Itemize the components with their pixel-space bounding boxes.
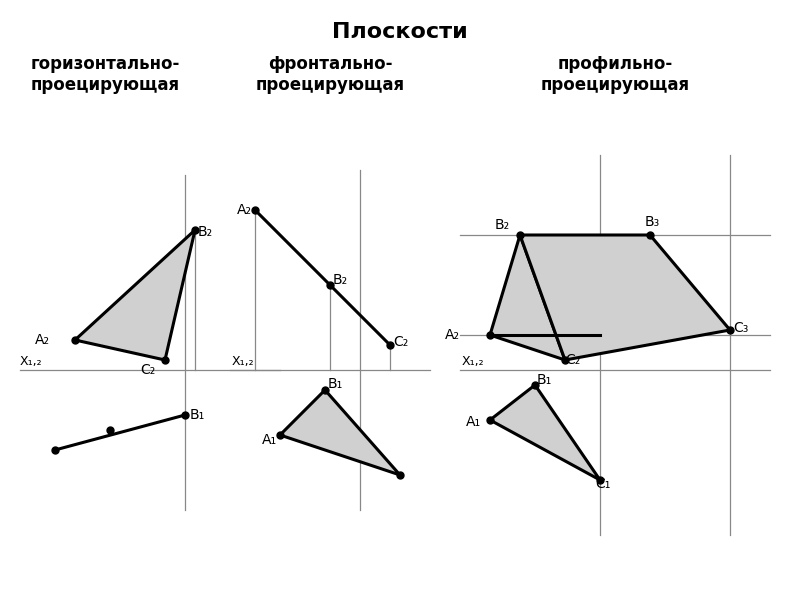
Text: X₁,₂: X₁,₂ (462, 355, 485, 368)
Text: A₁: A₁ (262, 433, 277, 447)
Text: A₂: A₂ (35, 333, 50, 347)
Text: A₁: A₁ (466, 415, 481, 429)
Text: C₂: C₂ (140, 363, 155, 377)
Polygon shape (490, 235, 565, 360)
Text: B₃: B₃ (645, 215, 660, 229)
Text: профильно-
проецирующая: профильно- проецирующая (541, 55, 690, 94)
Text: C₃: C₃ (733, 321, 748, 335)
Text: C₂: C₂ (393, 335, 408, 349)
Text: Плоскости: Плоскости (332, 22, 468, 42)
Polygon shape (75, 230, 195, 360)
Text: B₁: B₁ (190, 408, 206, 422)
Text: C₁: C₁ (595, 477, 610, 491)
Text: X₁,₂: X₁,₂ (232, 355, 254, 368)
Polygon shape (280, 390, 400, 475)
Text: B₁: B₁ (328, 377, 343, 391)
Text: A₂: A₂ (237, 203, 252, 217)
Text: A₂: A₂ (445, 328, 460, 342)
Text: горизонтально-
проецирующая: горизонтально- проецирующая (30, 55, 180, 94)
Text: B₂: B₂ (333, 273, 348, 287)
Polygon shape (490, 385, 600, 480)
Text: B₂: B₂ (198, 225, 213, 239)
Text: C₂: C₂ (565, 353, 580, 367)
Text: фронтально-
проецирующая: фронтально- проецирующая (255, 55, 405, 94)
Text: B₁: B₁ (537, 373, 552, 387)
Text: B₂: B₂ (495, 218, 510, 232)
Text: X₁,₂: X₁,₂ (20, 355, 42, 368)
Polygon shape (520, 235, 730, 360)
